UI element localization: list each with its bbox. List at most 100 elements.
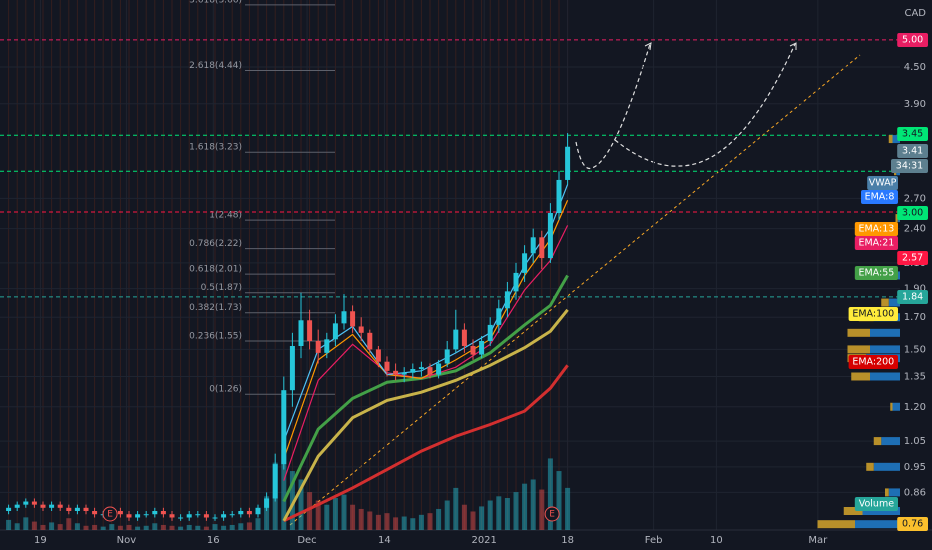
ema-line	[282, 308, 569, 522]
volume-bar	[479, 506, 485, 530]
candle-body	[83, 507, 89, 511]
candle-body	[246, 510, 252, 515]
profile-blue	[870, 328, 900, 337]
y-tick-label: 3.90	[904, 99, 926, 110]
candle-body	[221, 514, 227, 518]
volume-bar	[324, 504, 330, 530]
volume-bar	[384, 513, 390, 530]
volume-bar	[100, 526, 106, 530]
price-badge	[867, 176, 898, 190]
candle-body	[40, 504, 46, 508]
candle-body	[410, 368, 416, 373]
x-tick-label: 16	[207, 535, 220, 546]
y-tick-label: 0.86	[904, 487, 926, 498]
earnings-marker	[544, 506, 560, 522]
candle-body	[496, 308, 502, 325]
x-tick-label: 2021	[471, 535, 496, 546]
volume-bar	[203, 526, 209, 530]
x-tick-label: Nov	[117, 535, 137, 546]
badge-label: Volume	[859, 499, 894, 510]
earnings-label: E	[107, 510, 113, 520]
badge-label: 2.57	[902, 253, 923, 264]
volume-bar	[453, 487, 459, 530]
volume-bar	[367, 511, 373, 530]
badge-label: EMA:100	[852, 309, 894, 320]
volume-bar	[332, 498, 338, 530]
fib-label: 0(1.26)	[209, 385, 242, 395]
volume-bar	[31, 521, 37, 530]
price-badge	[861, 190, 898, 204]
badge-label: 0.76	[902, 519, 923, 530]
price-badge	[897, 33, 928, 47]
badge-label: 1.84	[902, 292, 923, 303]
candle-body	[264, 498, 270, 508]
candle-body	[470, 346, 476, 355]
candle-body	[238, 510, 244, 515]
candle-body	[195, 514, 201, 516]
volume-bar	[143, 525, 149, 530]
volume-bar	[169, 525, 175, 530]
y-tick-label: 1.05	[904, 436, 926, 447]
volume-bar	[264, 496, 270, 530]
candle-body	[384, 361, 390, 371]
volume-bar	[281, 450, 287, 530]
candle-body	[522, 253, 528, 273]
badge-label: 5.00	[902, 35, 923, 46]
volume-bar	[117, 525, 123, 530]
price-badge	[854, 266, 898, 280]
volume-bar	[255, 518, 261, 530]
profile-blue	[855, 520, 900, 529]
volume-bar	[556, 471, 562, 530]
fib-label: 0.5(1.87)	[201, 283, 242, 293]
arrow-head	[789, 42, 797, 50]
profile-blue	[888, 298, 900, 307]
volume-bar	[470, 511, 476, 530]
volume-bar	[6, 519, 12, 530]
fib-label: 1(2.48)	[209, 211, 242, 221]
candle-body	[229, 514, 235, 516]
candle-body	[530, 237, 536, 254]
session-lines	[8, 0, 569, 530]
x-tick-label: 19	[34, 535, 47, 546]
x-tick-label: Dec	[297, 535, 316, 546]
profile-blue	[870, 372, 900, 381]
volume-bar	[40, 524, 46, 530]
badge-label: EMA:200	[852, 357, 894, 368]
candle-body	[367, 332, 373, 350]
price-badge	[891, 159, 928, 173]
volume-bar	[109, 524, 115, 530]
x-tick-label: Feb	[645, 535, 663, 546]
candle-body	[152, 510, 158, 515]
projection-path	[614, 43, 796, 167]
candle-body	[14, 504, 20, 508]
profile-gold	[817, 520, 855, 529]
candle-body	[513, 272, 519, 292]
candle-body	[504, 291, 510, 309]
currency-label: CAD	[904, 8, 926, 19]
profile-gold	[873, 437, 882, 446]
badge-label: 34:31	[896, 161, 923, 172]
y-tick-label: 1.35	[904, 371, 926, 382]
volume-bar	[539, 489, 545, 530]
profile-gold	[843, 506, 863, 515]
volume-bar	[246, 522, 252, 530]
volume-bar	[315, 500, 321, 530]
volume-bar	[530, 479, 536, 530]
y-tick-label: 1.90	[904, 284, 926, 295]
volume-bar	[49, 522, 55, 530]
y-tick-label: 1.50	[904, 344, 926, 355]
candle-body	[341, 311, 347, 324]
badge-label: VWAP	[869, 178, 897, 189]
profile-blue	[896, 271, 900, 280]
price-badge	[897, 251, 928, 265]
fib-label: 1.618(3.23)	[189, 143, 242, 153]
y-tick-label: 2.70	[904, 193, 926, 204]
candle-body	[358, 326, 364, 333]
candle-body	[427, 367, 433, 375]
arrow-head	[644, 42, 652, 51]
candle-body	[393, 370, 399, 375]
x-tick-label: Mar	[808, 535, 828, 546]
volume-bar	[74, 523, 80, 530]
